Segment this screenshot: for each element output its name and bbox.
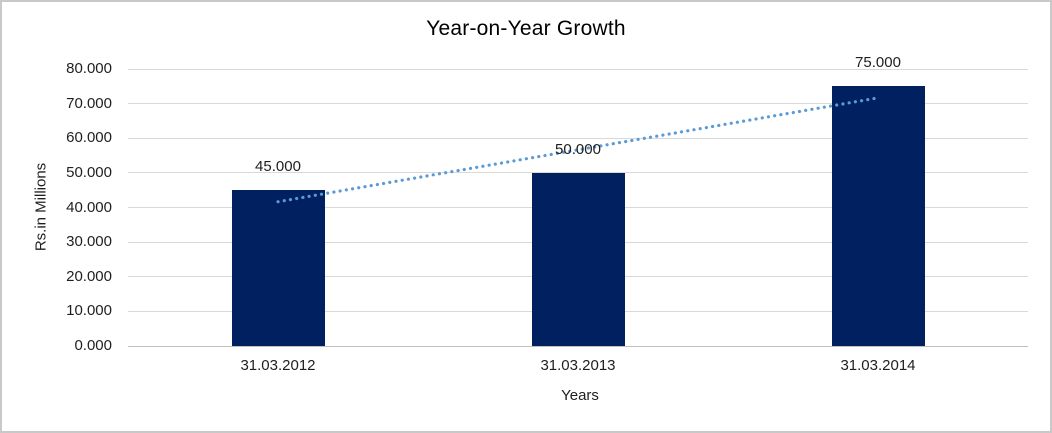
bar-31.03.2012 (231, 190, 325, 346)
bar-31.03.2013 (531, 172, 625, 346)
y-tick-label: 60.000 (66, 129, 112, 147)
y-axis-title: Rs.in Millions (32, 162, 50, 252)
chart-title: Year-on-Year Growth (426, 17, 626, 40)
bar-value-label: 50.000 (555, 140, 601, 158)
bar-value-label: 75.000 (855, 54, 901, 72)
y-tick-label: 70.000 (66, 94, 112, 112)
y-tick-label: 50.000 (66, 163, 112, 181)
x-axis-title: Years (561, 387, 599, 404)
x-axis-baseline (128, 345, 1028, 347)
category-label: 31.03.2012 (240, 357, 316, 374)
bar-value-label: 45.000 (255, 158, 301, 176)
y-tick-label: 40.000 (66, 198, 112, 216)
category-label: 31.03.2014 (840, 357, 916, 374)
category-label: 31.03.2013 (540, 357, 616, 374)
y-tick-label: 30.000 (66, 233, 112, 251)
y-tick-label: 0.000 (74, 337, 112, 354)
y-tick-label: 10.000 (66, 302, 112, 320)
bar-31.03.2014 (831, 86, 925, 346)
gridline (128, 68, 1028, 70)
y-tick-label: 80.000 (66, 60, 112, 77)
y-tick-label: 20.000 (66, 267, 112, 285)
